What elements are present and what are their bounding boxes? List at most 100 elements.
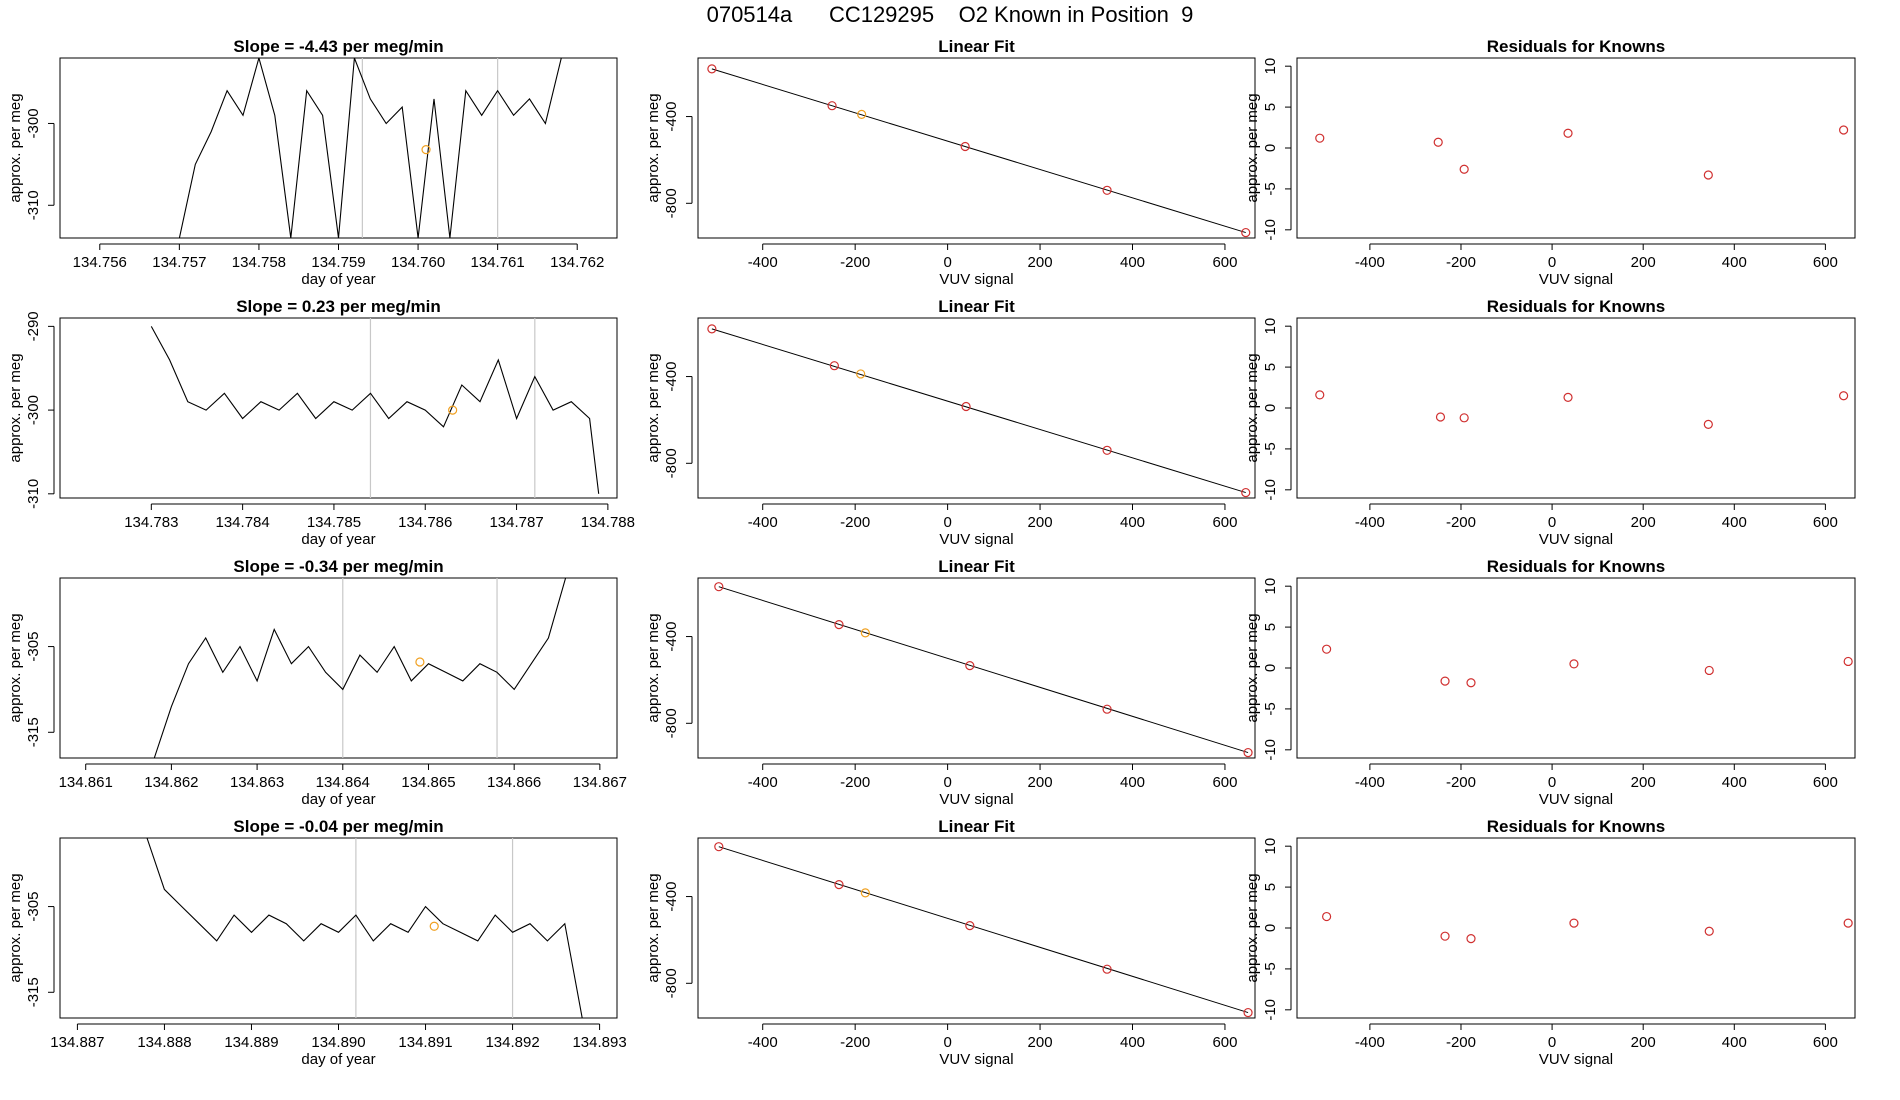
y-tick-label: 5: [1262, 363, 1279, 371]
plot-data: [1315, 390, 1849, 429]
x-tick-label: -200: [1446, 1034, 1476, 1051]
y-tick-label: -800: [663, 448, 680, 478]
data-point: [965, 921, 975, 931]
data-point: [1466, 934, 1476, 944]
x-tick-label: 600: [1212, 1034, 1237, 1051]
x-tick-label: 134.757: [152, 254, 206, 271]
chart-title: Slope = -4.43 per meg/min: [233, 37, 443, 56]
cylinder-id: CC129295: [828, 2, 935, 27]
data-point: [827, 101, 837, 111]
data-point: [1102, 185, 1112, 195]
x-tick-label: 134.866: [487, 774, 541, 791]
y-tick-label: -5: [1262, 702, 1279, 715]
data-point: [1102, 964, 1112, 974]
plot-frame: [1296, 317, 1856, 499]
data-point: [1102, 445, 1112, 455]
run-id: 070514a: [706, 2, 793, 27]
x-tick-label: -200: [840, 514, 870, 531]
plot-frame: [697, 317, 1256, 499]
y-tick-label: 10: [1262, 58, 1279, 75]
data-point: [1459, 413, 1469, 423]
fit-line: [718, 846, 1249, 1014]
plot-frame: [697, 577, 1256, 759]
plot-frame: [59, 837, 618, 1019]
data-point: [707, 324, 717, 334]
x-tick-label: 134.784: [216, 514, 270, 531]
y-tick-label: -800: [663, 188, 680, 218]
data-point: [1569, 659, 1579, 669]
x-tick-label: 134.785: [307, 514, 361, 531]
x-tick-label: 200: [1028, 1034, 1053, 1051]
x-tick-label: 0: [943, 514, 951, 531]
x-tick-label: 0: [1548, 254, 1556, 271]
y-tick-label: -315: [25, 717, 42, 747]
y-tick-label: -10: [1262, 479, 1279, 501]
known-marker: [421, 145, 431, 155]
data-point: [1440, 931, 1450, 941]
x-tick-label: 200: [1631, 1034, 1656, 1051]
x-tick-label: 134.888: [137, 1034, 191, 1051]
y-axis-label: approx. per meg: [1244, 93, 1261, 202]
chart-panel-9: Residuals for Knowns -400 -200 0 200 400 600 VU…: [1244, 557, 1856, 808]
x-tick-label: 134.788: [581, 514, 635, 531]
data-point: [714, 582, 724, 592]
x-tick-label: 400: [1120, 1034, 1145, 1051]
fit-line: [711, 68, 1246, 234]
y-tick-label: 5: [1262, 103, 1279, 111]
chart-panel-2: Linear Fit -400 -200 0 200 400 600 VUV signal -4…: [645, 37, 1256, 288]
data-point: [1703, 419, 1713, 429]
chart-panel-10: Slope = -0.04 per meg/min 134.887 134.888 1…: [7, 817, 627, 1068]
y-tick-label: -10: [1262, 739, 1279, 761]
x-tick-label: 200: [1028, 514, 1053, 531]
x-tick-label: -400: [1355, 514, 1385, 531]
page-title: 070514a CC129295 O2 Known in Position 9: [0, 2, 1900, 28]
x-tick-label: 134.887: [50, 1034, 104, 1051]
x-tick-label: 134.862: [144, 774, 198, 791]
x-axis-label: day of year: [301, 791, 375, 808]
chart-title: Residuals for Knowns: [1487, 37, 1666, 56]
data-point: [1243, 1007, 1253, 1018]
x-tick-label: -400: [748, 514, 778, 531]
x-tick-label: 400: [1722, 774, 1747, 791]
x-tick-label: 134.761: [471, 254, 525, 271]
x-tick-label: 400: [1120, 254, 1145, 271]
x-tick-label: 0: [1548, 514, 1556, 531]
y-tick-label: -5: [1262, 182, 1279, 195]
known-marker: [415, 657, 425, 667]
plot-frame: [59, 57, 618, 239]
data-point: [860, 888, 870, 898]
plot-data: [1322, 911, 1853, 944]
y-tick-label: -400: [663, 622, 680, 652]
x-tick-label: 200: [1028, 254, 1053, 271]
data-point: [1843, 656, 1853, 667]
plot-data: [146, 838, 583, 1018]
x-tick-label: 134.756: [73, 254, 127, 271]
x-axis-label: day of year: [301, 1051, 375, 1068]
data-point: [1315, 390, 1325, 400]
x-tick-label: 600: [1212, 774, 1237, 791]
plot-frame: [59, 577, 618, 759]
chart-title: Linear Fit: [938, 37, 1015, 56]
chart-panel-4: Slope = 0.23 per meg/min 134.783 134.784 13…: [7, 297, 635, 548]
data-point: [1843, 918, 1853, 928]
known-marker: [429, 921, 439, 931]
y-axis-label: approx. per meg: [1244, 353, 1261, 462]
data-point: [1459, 164, 1469, 174]
chart-title: Slope = -0.04 per meg/min: [233, 817, 443, 836]
x-tick-label: 200: [1631, 774, 1656, 791]
data-point: [1102, 704, 1112, 714]
data-point: [1241, 227, 1251, 238]
plot-frame: [59, 317, 618, 499]
y-tick-label: -300: [25, 395, 42, 425]
x-tick-label: 134.890: [311, 1034, 365, 1051]
y-axis-label: approx. per meg: [7, 93, 24, 202]
y-tick-label: 10: [1262, 838, 1279, 855]
x-tick-label: 400: [1120, 774, 1145, 791]
plot-frame: [697, 57, 1256, 239]
x-axis-label: day of year: [301, 531, 375, 548]
y-tick-label: -10: [1262, 219, 1279, 241]
plot-data: [178, 58, 562, 238]
x-tick-label: -400: [1355, 254, 1385, 271]
data-point: [961, 401, 971, 412]
